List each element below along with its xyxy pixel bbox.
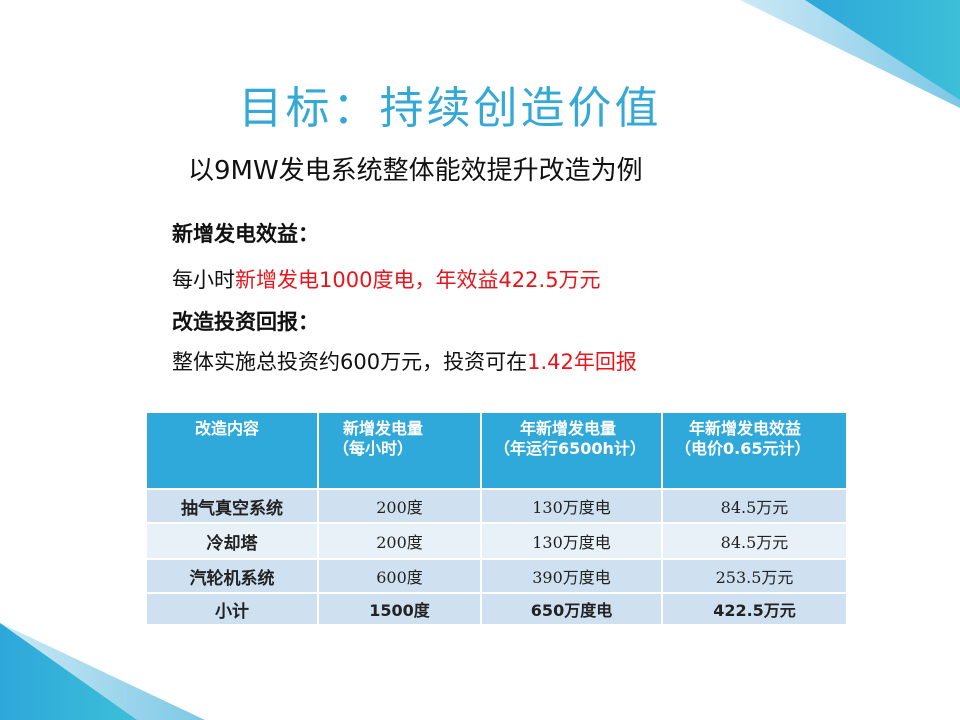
cell: 200度 [319,488,482,522]
subtitle: 以9MW发电系统整体能效提升改造为例 [188,156,643,186]
benefit-text-highlight: 新增发电1000度电，年效益422.5万元 [235,268,601,292]
table-header-row: 改造内容 新增发电量 （每小时） 年新增发电量 （年运行6500h计） 年新增发电效… [147,413,846,488]
header-annual: 年新增发电量 （年运行6500h计） [482,413,663,488]
roi-text-prefix: 整体实施总投资约600万元，投资可在 [172,350,528,374]
benefit-table: 改造内容 新增发电量 （每小时） 年新增发电量 （年运行6500h计） 年新增发电效… [147,413,846,624]
cell: 600度 [319,558,482,592]
top-right-dark-triangle [805,0,960,100]
roi-text: 整体实施总投资约600万元，投资可在1.42年回报 [172,346,637,376]
cell: 冷却塔 [147,522,319,558]
header-line1: 年新增发电量 [520,419,617,438]
benefit-heading: 新增发电效益： [172,222,319,246]
header-line2: （每小时） [333,439,414,458]
benefit-text: 每小时新增发电1000度电，年效益422.5万元 [172,264,601,294]
cell: 422.5万元 [663,592,846,624]
table-total-row: 小计 1500度 650万度电 422.5万元 [147,592,846,624]
cell: 390万度电 [482,558,663,592]
cell: 650万度电 [482,592,663,624]
cell: 小计 [147,592,319,624]
cell: 84.5万元 [663,522,846,558]
header-line1: 年新增发电效益 [689,419,802,438]
table-row: 抽气真空系统 200度 130万度电 84.5万元 [147,488,846,522]
cell: 84.5万元 [663,488,846,522]
cell: 130万度电 [482,488,663,522]
header-line2: （年运行6500h计） [494,439,646,458]
roi-heading: 改造投资回报： [172,310,319,334]
header-line2: （电价0.65元计） [675,439,811,458]
table-row: 冷却塔 200度 130万度电 84.5万元 [147,522,846,558]
header-hourly: 新增发电量 （每小时） [319,413,482,488]
cell: 253.5万元 [663,558,846,592]
bottom-left-dark-triangle [0,623,137,720]
cell: 200度 [319,522,482,558]
header-content: 改造内容 [147,413,319,488]
page-title: 目标：持续创造价值 [238,83,662,134]
roi-text-highlight: 1.42年回报 [527,350,637,374]
header-line1: 新增发电量 [343,419,424,438]
header-revenue: 年新增发电效益 （电价0.65元计） [663,413,846,488]
cell: 1500度 [319,592,482,624]
cell: 汽轮机系统 [147,558,319,592]
header-line1: 改造内容 [194,419,259,438]
benefit-text-prefix: 每小时 [172,268,235,292]
table-row: 汽轮机系统 600度 390万度电 253.5万元 [147,558,846,592]
cell: 130万度电 [482,522,663,558]
cell: 抽气真空系统 [147,488,319,522]
